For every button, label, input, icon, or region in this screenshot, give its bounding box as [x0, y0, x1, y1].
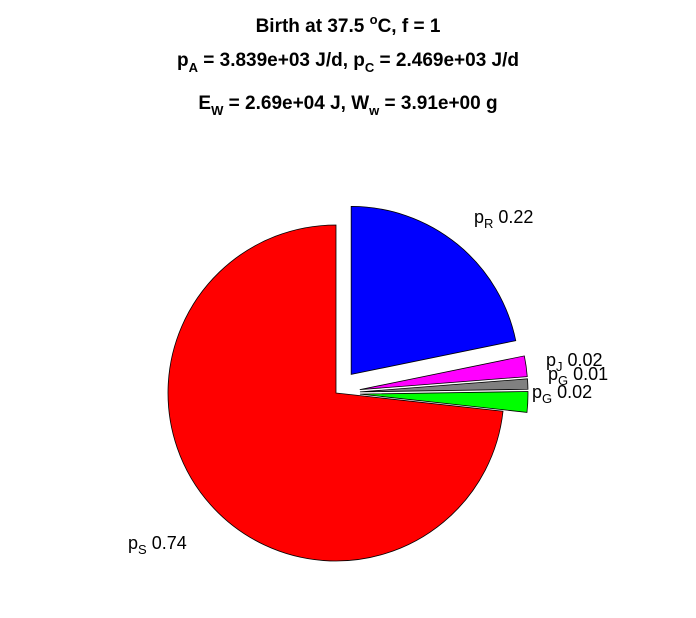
slice-label-3: pG 0.01 — [548, 364, 608, 388]
slice-label-value: 0.01 — [568, 364, 608, 384]
slice-label-symbol: p — [128, 533, 138, 553]
slice-label-1: pR 0.22 — [474, 207, 533, 231]
title-line-2-part-1: p — [177, 50, 189, 71]
title-line-3-part-2: W — [211, 103, 224, 118]
chart-title: Birth at 37.5 oC, f = 1 pA = 3.839e+03 J/… — [177, 12, 519, 118]
title-line-3: EW = 2.69e+04 J, Ww = 3.91e+00 g — [198, 93, 497, 118]
title-line-3-part-4: w — [368, 103, 380, 118]
slice-pG-4 — [359, 391, 529, 413]
title-line-2: pA = 3.839e+03 J/d, pC = 2.469e+03 J/d — [177, 50, 519, 75]
slice-label-symbol: p — [474, 207, 484, 227]
pie-slices — [167, 206, 529, 562]
slice-label-subscript: G — [542, 391, 552, 406]
slice-pJ-2 — [359, 355, 528, 391]
slice-label-2: pJ 0.02 — [546, 350, 603, 374]
title-line-2-part-5: = 2.469e+03 J/d — [374, 50, 519, 71]
slice-pG-3 — [359, 378, 529, 393]
slice-label-5: pS 0.74 — [128, 533, 187, 557]
title-line-2-part-3: = 3.839e+03 J/d, p — [198, 50, 365, 71]
slice-label-value: 0.02 — [563, 350, 603, 370]
slice-label-value: 0.02 — [552, 382, 592, 402]
slice-label-subscript: G — [558, 373, 568, 388]
title-line-1: Birth at 37.5 oC, f = 1 — [256, 12, 441, 37]
slice-label-symbol: p — [546, 350, 556, 370]
slice-pR-1 — [350, 206, 517, 375]
slice-label-subscript: R — [484, 216, 493, 231]
title-line-3-part-1: E — [198, 93, 211, 114]
slice-label-symbol: p — [532, 382, 542, 402]
slice-label-value: 0.74 — [147, 533, 187, 553]
slice-label-4: pG 0.02 — [532, 382, 592, 406]
title-line-2-part-2: A — [189, 60, 199, 75]
title-line-3-part-5: = 3.91e+00 g — [379, 93, 497, 114]
title-line-1-part-3: C, f = 1 — [378, 16, 441, 37]
slice-label-symbol: p — [548, 364, 558, 384]
slice-label-value: 0.22 — [493, 207, 533, 227]
title-line-1-part-2: o — [370, 12, 378, 27]
title-line-2-part-4: C — [365, 60, 375, 75]
slice-label-subscript: J — [556, 359, 563, 374]
slice-label-subscript: S — [138, 542, 147, 557]
slice-pS-5 — [167, 224, 504, 562]
title-line-3-part-3: = 2.69e+04 J, W — [223, 93, 369, 114]
title-line-1-part-1: Birth at 37.5 — [256, 16, 370, 37]
